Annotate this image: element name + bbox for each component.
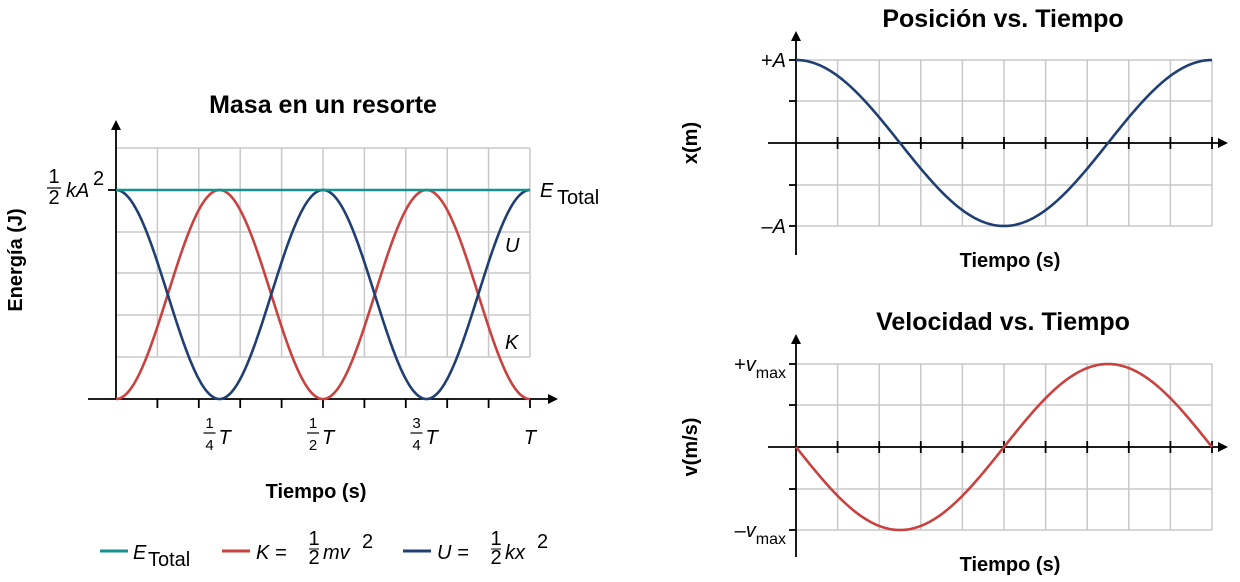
- tick-denominator: 2: [309, 437, 317, 454]
- legend-item-e-total: E Total: [100, 542, 190, 571]
- svg-text:E: E: [540, 180, 554, 202]
- svg-text:K =: K =: [256, 542, 287, 564]
- svg-text:mv: mv: [323, 542, 351, 564]
- position-chart-title: Posición vs. Tiempo: [882, 5, 1123, 33]
- legend-item-k: K = 1 2 mv 2: [222, 528, 373, 569]
- kinetic-energy-curve: [115, 188, 531, 401]
- velocity-y-tick-minus-vmax: –vmax: [735, 520, 786, 548]
- energy-y-tick-label: 1 2 kA 2: [47, 166, 104, 209]
- tick-symbol: T: [219, 427, 233, 449]
- energy-x-tick-label: 1 2 T: [307, 415, 336, 454]
- velocity-y-label: v(m/s): [680, 418, 702, 477]
- svg-text:1: 1: [490, 528, 501, 550]
- legend: E Total K = 1 2 mv 2 U = 1 2 kx 2: [100, 528, 548, 571]
- svg-text:Total: Total: [148, 549, 190, 571]
- velocity-chart: Velocidad vs. Tiempo Tiempo (s) v(m/s) +…: [680, 308, 1228, 576]
- tick-numerator: 3: [412, 415, 420, 432]
- svg-text:kx: kx: [505, 542, 526, 564]
- energy-x-tick-label: 1 4 T: [203, 415, 233, 454]
- tick-symbol: T: [322, 427, 336, 449]
- tick-denominator: 4: [412, 437, 420, 454]
- energy-chart: Masa en un resorte Energía (J) Tiempo (s…: [5, 91, 599, 571]
- energy-x-tick-label: 3 4 T: [410, 415, 440, 454]
- position-y-label: x(m): [680, 122, 702, 164]
- svg-text:2: 2: [490, 547, 501, 569]
- tick-denominator: 4: [205, 437, 213, 454]
- tick-numerator: 1: [205, 415, 213, 432]
- svg-text:2: 2: [93, 168, 104, 190]
- svg-text:Total: Total: [557, 187, 599, 209]
- svg-text:E: E: [133, 542, 147, 564]
- position-chart: Posición vs. Tiempo Tiempo (s) x(m) +A –…: [680, 5, 1228, 272]
- svg-text:2: 2: [308, 547, 319, 569]
- energy-y-label: Energía (J): [5, 208, 27, 311]
- velocity-y-tick-plus-vmax: +vmax: [734, 354, 786, 382]
- position-curve: [795, 58, 1213, 228]
- label-u: U: [505, 235, 520, 257]
- velocity-chart-title: Velocidad vs. Tiempo: [876, 308, 1130, 336]
- label-k: K: [505, 332, 520, 354]
- energy-x-tick-label: T: [524, 427, 538, 449]
- svg-text:1: 1: [308, 528, 319, 550]
- svg-text:1: 1: [48, 166, 59, 188]
- position-y-tick-plus-a: +A: [761, 50, 786, 72]
- position-x-label: Tiempo (s): [960, 250, 1061, 272]
- velocity-x-label: Tiempo (s): [960, 554, 1061, 576]
- svg-text:kA: kA: [66, 180, 89, 202]
- legend-item-u: U = 1 2 kx 2: [403, 528, 548, 569]
- tick-numerator: 1: [309, 415, 317, 432]
- velocity-curve: [794, 362, 1214, 532]
- svg-text:U =: U =: [437, 542, 469, 564]
- position-y-tick-minus-a: –A: [762, 216, 786, 238]
- energy-x-label: Tiempo (s): [266, 481, 367, 503]
- svg-text:2: 2: [48, 187, 59, 209]
- svg-text:2: 2: [537, 531, 548, 553]
- label-e-total: E Total: [540, 180, 599, 209]
- tick-symbol: T: [426, 427, 440, 449]
- energy-chart-title: Masa en un resorte: [209, 91, 437, 119]
- svg-text:2: 2: [362, 531, 373, 553]
- tick-symbol: T: [524, 427, 538, 449]
